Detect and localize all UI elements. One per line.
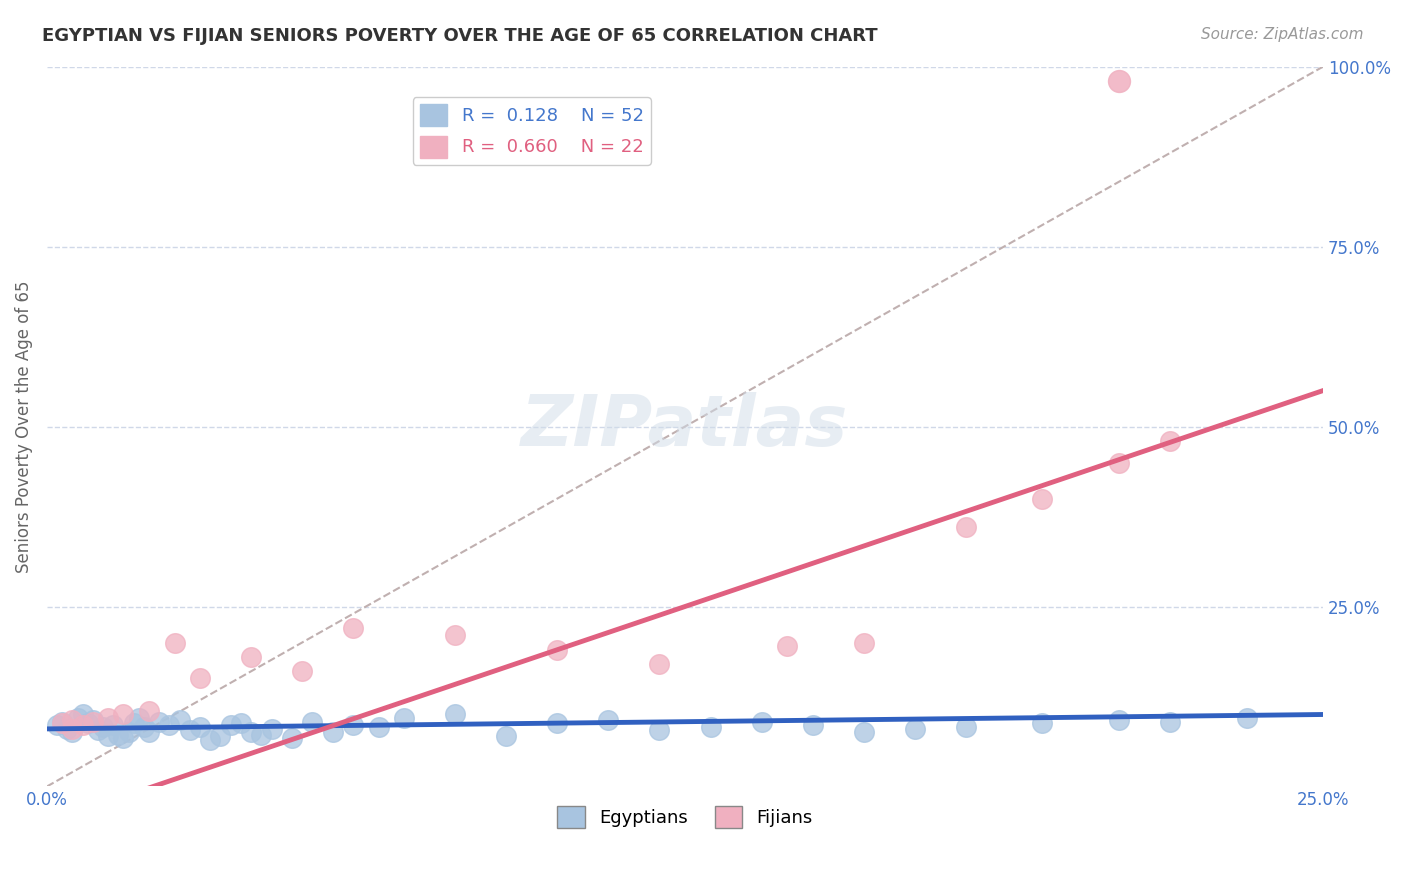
Point [91, 721, 114, 735]
Point [82, 713, 104, 727]
Point [648, 723, 671, 738]
Point [955, 520, 977, 534]
Point [188, 721, 211, 735]
Point [260, 722, 283, 736]
Text: EGYPTIAN VS FIJIAN SENIORS POVERTY OVER THE AGE OF 65 CORRELATION CHART: EGYPTIAN VS FIJIAN SENIORS POVERTY OVER … [42, 27, 877, 45]
Point [322, 725, 344, 739]
Point [546, 716, 568, 731]
Point [495, 729, 517, 743]
Point [281, 731, 304, 745]
Point [444, 707, 467, 722]
Point [250, 728, 273, 742]
Point [103, 718, 125, 732]
Point [82, 714, 104, 729]
Point [128, 711, 150, 725]
Legend: Egyptians, Fijians: Egyptians, Fijians [550, 798, 820, 835]
Point [112, 731, 135, 745]
Point [97, 729, 120, 743]
Point [648, 657, 671, 672]
Point [801, 718, 824, 732]
Point [444, 628, 467, 642]
Point [209, 729, 232, 743]
Y-axis label: Seniors Poverty Over the Age of 65: Seniors Poverty Over the Age of 65 [15, 280, 32, 573]
Point [1031, 716, 1053, 731]
Point [112, 707, 135, 722]
Point [148, 714, 170, 729]
Point [51, 716, 73, 731]
Point [200, 732, 222, 747]
Point [598, 713, 620, 727]
Point [1159, 714, 1181, 729]
Point [240, 725, 263, 739]
Point [546, 642, 568, 657]
Text: Source: ZipAtlas.com: Source: ZipAtlas.com [1201, 27, 1364, 42]
Point [51, 714, 73, 729]
Point [1236, 711, 1258, 725]
Point [1031, 491, 1053, 506]
Point [342, 621, 364, 635]
Point [107, 728, 129, 742]
Point [87, 723, 110, 738]
Point [955, 721, 977, 735]
Point [188, 672, 211, 686]
Point [852, 635, 875, 649]
Point [291, 665, 314, 679]
Point [751, 714, 773, 729]
Point [122, 716, 145, 731]
Point [62, 725, 84, 739]
Point [367, 721, 389, 735]
Point [62, 713, 84, 727]
Point [157, 718, 180, 732]
Point [219, 718, 242, 732]
Point [138, 724, 160, 739]
Point [776, 639, 799, 653]
Point [301, 714, 323, 729]
Point [117, 724, 139, 739]
Point [72, 707, 94, 722]
Point [394, 711, 416, 725]
Point [66, 711, 89, 725]
Point [62, 722, 84, 736]
Point [76, 716, 98, 731]
Point [229, 716, 252, 731]
Point [240, 649, 263, 664]
Point [179, 723, 201, 738]
Point [1108, 74, 1130, 88]
Point [163, 635, 186, 649]
Point [1108, 713, 1130, 727]
Point [46, 718, 69, 732]
Point [138, 704, 160, 718]
Point [169, 713, 191, 727]
Point [852, 725, 875, 739]
Point [904, 722, 927, 736]
Point [72, 718, 94, 732]
Text: ZIPatlas: ZIPatlas [522, 392, 849, 461]
Point [132, 721, 155, 735]
Point [1108, 456, 1130, 470]
Point [97, 711, 120, 725]
Point [56, 722, 79, 736]
Point [342, 718, 364, 732]
Point [699, 721, 721, 735]
Point [1159, 434, 1181, 448]
